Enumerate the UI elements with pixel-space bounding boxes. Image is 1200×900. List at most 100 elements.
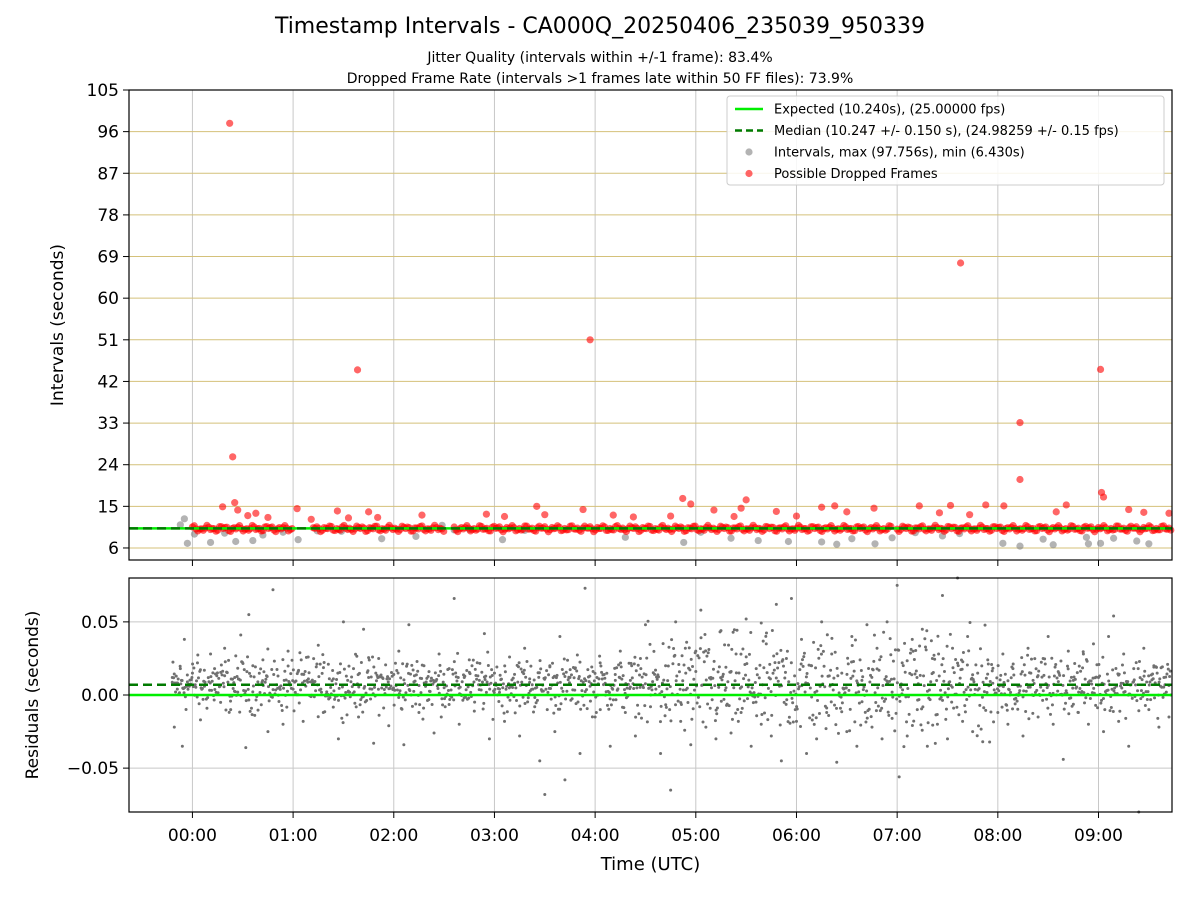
residual-point	[480, 670, 484, 674]
residual-point	[252, 675, 256, 679]
residual-point	[560, 686, 564, 690]
dropped-frame-point	[1140, 508, 1148, 516]
residual-point	[326, 662, 330, 666]
residual-point	[689, 743, 693, 747]
residual-point	[522, 668, 526, 672]
dropped-frame-point	[946, 501, 955, 510]
dropped-frame-point	[264, 513, 272, 522]
residual-point	[1056, 689, 1060, 693]
residual-point	[236, 666, 240, 670]
dropped-frame-point	[1165, 509, 1173, 517]
residual-point	[564, 697, 568, 701]
dropped-frame-point	[737, 504, 745, 512]
residual-point	[713, 719, 717, 723]
residual-point	[714, 737, 718, 741]
residual-point	[1050, 656, 1054, 660]
residual-point	[747, 678, 751, 682]
residual-point	[526, 696, 530, 700]
residual-point	[894, 711, 898, 715]
interval-point	[1133, 537, 1141, 545]
residual-point	[246, 687, 250, 691]
residual-point	[538, 759, 542, 763]
residual-point	[399, 676, 403, 680]
residual-point	[704, 649, 708, 653]
residual-point	[361, 710, 365, 714]
residual-point	[1137, 659, 1141, 663]
y-tick-label: 15	[97, 497, 119, 517]
residual-point	[905, 734, 909, 738]
y-axis-label-intervals: Intervals (seconds)	[48, 244, 68, 406]
residual-point	[1112, 689, 1116, 693]
residual-point	[388, 686, 392, 690]
residual-point	[717, 665, 721, 669]
residual-point	[997, 689, 1001, 693]
residual-point	[861, 675, 865, 679]
residual-point	[892, 677, 896, 681]
residual-point	[386, 680, 390, 684]
residual-point	[448, 698, 452, 702]
residual-point	[247, 698, 251, 702]
residual-point	[222, 685, 226, 689]
residual-point	[891, 659, 895, 663]
residual-point	[354, 705, 358, 709]
residual-point	[1053, 665, 1057, 669]
residual-point	[694, 670, 698, 674]
residual-point	[396, 671, 400, 675]
residual-point	[985, 690, 989, 694]
dropped-frame-point	[231, 499, 239, 507]
residual-point	[535, 698, 539, 702]
residual-point	[876, 704, 880, 708]
residual-point	[374, 671, 378, 675]
residual-point	[266, 730, 270, 734]
dropped-frame-point	[229, 453, 237, 461]
residual-point	[460, 680, 464, 684]
residual-point	[380, 686, 384, 690]
residual-point	[438, 663, 442, 667]
interval-point	[176, 521, 184, 529]
residual-point	[702, 660, 706, 664]
residual-point	[925, 629, 929, 633]
residual-point	[865, 623, 869, 627]
residual-point	[530, 683, 534, 687]
residual-point	[217, 676, 221, 680]
residual-point	[316, 715, 320, 719]
residual-point	[657, 684, 661, 688]
residual-point	[825, 711, 829, 715]
residual-point	[570, 697, 574, 701]
residual-point	[585, 688, 589, 692]
y-tick-label: 33	[97, 414, 119, 434]
residual-point	[650, 688, 654, 692]
residual-point	[784, 656, 788, 660]
residual-point	[889, 677, 893, 681]
residual-point	[931, 723, 935, 727]
legend-dropped-swatch	[745, 169, 753, 178]
residual-point	[582, 703, 586, 707]
residual-point	[1019, 672, 1023, 676]
residual-point	[331, 705, 335, 709]
residual-point	[541, 689, 545, 693]
residual-point	[1106, 688, 1110, 692]
residual-point	[988, 680, 992, 684]
residual-point	[484, 674, 488, 678]
residual-point	[948, 632, 952, 636]
residual-point	[636, 663, 640, 667]
residual-point	[253, 713, 257, 717]
residual-point	[1071, 678, 1075, 682]
x-tick-label: 06:00	[772, 826, 821, 846]
residual-point	[1071, 686, 1075, 690]
residual-point	[478, 661, 482, 665]
residual-point	[250, 713, 254, 717]
x-tick-label: 05:00	[671, 826, 720, 846]
residual-point	[562, 657, 566, 661]
residual-point	[863, 710, 867, 714]
residual-point	[672, 646, 676, 650]
residual-point	[357, 685, 361, 689]
residual-point	[1100, 698, 1104, 702]
dropped-frame-point	[1016, 475, 1024, 484]
residual-point	[1046, 635, 1050, 638]
residual-point	[397, 695, 401, 699]
residual-point	[590, 715, 594, 719]
residual-point	[259, 667, 263, 671]
residual-point	[516, 665, 520, 669]
residual-point	[312, 657, 316, 661]
